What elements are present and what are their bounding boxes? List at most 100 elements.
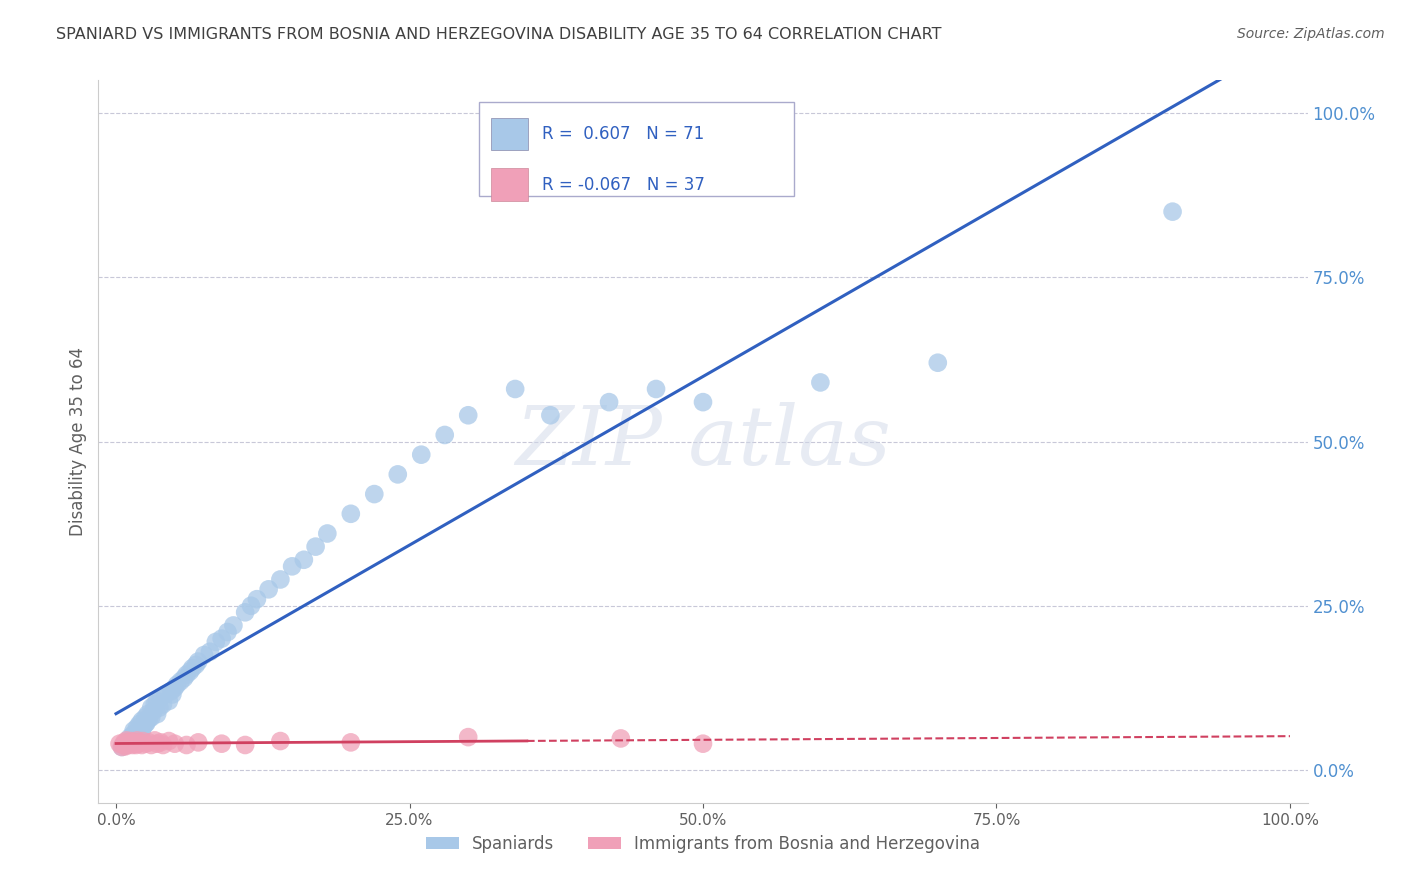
Point — [211, 632, 233, 646]
Point — [131, 723, 153, 738]
Point — [114, 739, 136, 754]
Point — [169, 674, 191, 689]
Point — [645, 382, 668, 396]
Point — [269, 573, 291, 587]
Point — [131, 714, 153, 728]
Y-axis label: Disability Age 35 to 64: Disability Age 35 to 64 — [69, 347, 87, 536]
Point — [152, 738, 174, 752]
Point — [292, 553, 315, 567]
Point — [157, 694, 180, 708]
FancyBboxPatch shape — [479, 102, 793, 196]
Point — [184, 657, 207, 672]
Point — [131, 738, 153, 752]
Point — [1161, 204, 1184, 219]
Point — [146, 694, 169, 708]
Point — [598, 395, 620, 409]
Point — [128, 717, 150, 731]
Point — [111, 739, 134, 754]
Point — [193, 648, 215, 662]
Point — [115, 733, 138, 747]
Bar — [492, 118, 527, 151]
Point — [134, 710, 156, 724]
Point — [117, 733, 139, 747]
Point — [176, 667, 198, 681]
Point — [433, 428, 456, 442]
Point — [114, 737, 136, 751]
Point — [142, 704, 165, 718]
Point — [211, 737, 233, 751]
Point — [240, 599, 263, 613]
Point — [127, 733, 149, 747]
Point — [152, 698, 174, 712]
Point — [134, 717, 156, 731]
Point — [198, 645, 221, 659]
Point — [120, 730, 142, 744]
Point — [217, 625, 239, 640]
Point — [108, 737, 131, 751]
Point — [176, 738, 198, 752]
Point — [136, 707, 159, 722]
Point — [269, 734, 291, 748]
Point — [503, 382, 526, 396]
Point — [125, 731, 148, 746]
Point — [387, 467, 409, 482]
Point — [166, 677, 188, 691]
Text: R = -0.067   N = 37: R = -0.067 N = 37 — [543, 176, 704, 194]
Point — [143, 698, 166, 712]
Point — [148, 700, 170, 714]
Point — [135, 715, 157, 730]
Point — [132, 720, 155, 734]
Point — [134, 737, 156, 751]
Point — [125, 738, 148, 752]
Point — [160, 684, 183, 698]
Point — [163, 681, 186, 695]
Point — [246, 592, 269, 607]
Point — [112, 735, 135, 749]
Point — [173, 671, 195, 685]
Point — [141, 710, 163, 724]
Point — [808, 376, 831, 390]
Bar — [492, 169, 527, 201]
Point — [149, 690, 172, 705]
Legend: Spaniards, Immigrants from Bosnia and Herzegovina: Spaniards, Immigrants from Bosnia and He… — [419, 828, 987, 860]
Point — [257, 582, 280, 597]
Point — [141, 738, 163, 752]
Point — [120, 735, 142, 749]
Point — [118, 735, 141, 749]
Point — [187, 655, 209, 669]
Point — [117, 738, 139, 752]
Point — [128, 727, 150, 741]
Point — [233, 605, 256, 619]
Point — [692, 737, 714, 751]
Point — [363, 487, 385, 501]
Point — [122, 727, 145, 741]
Point — [281, 559, 304, 574]
Point — [204, 635, 226, 649]
Point — [127, 730, 149, 744]
Point — [128, 735, 150, 749]
Point — [316, 526, 339, 541]
Point — [127, 737, 149, 751]
Point — [233, 738, 256, 752]
Point — [124, 737, 146, 751]
Point — [132, 734, 155, 748]
Point — [692, 395, 714, 409]
Text: Source: ZipAtlas.com: Source: ZipAtlas.com — [1237, 27, 1385, 41]
Point — [146, 737, 169, 751]
Point — [610, 731, 633, 746]
Point — [340, 735, 363, 749]
Text: ZIP atlas: ZIP atlas — [515, 401, 891, 482]
Point — [122, 723, 145, 738]
Point — [141, 700, 163, 714]
Point — [222, 618, 245, 632]
Point — [304, 540, 326, 554]
Point — [457, 730, 479, 744]
Point — [157, 734, 180, 748]
Point — [340, 507, 363, 521]
Point — [121, 738, 143, 752]
Point — [120, 737, 142, 751]
Point — [146, 707, 169, 722]
Point — [122, 735, 145, 749]
Point — [111, 739, 134, 754]
Point — [155, 687, 177, 701]
